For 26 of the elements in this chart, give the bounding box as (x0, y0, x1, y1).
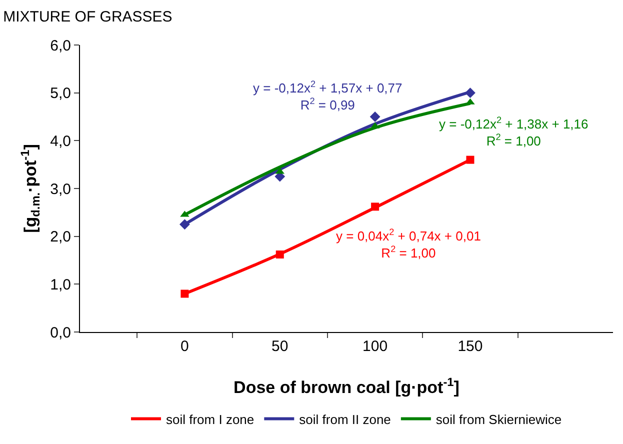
x-axis-title: Dose of brown coal [g·pot$^{-1}$] (234, 374, 460, 397)
legend-label: soil from I zone (166, 412, 254, 427)
chart-title: MIXTURE OF GRASSES (3, 8, 172, 26)
annotation: y = -0,12x$^{2}$ + 1,38x + 1,16 R$^{2}$ = 1,00 (439, 115, 588, 148)
x-tick-label: 150 (458, 338, 483, 355)
point (371, 202, 380, 211)
y-tick-label: 2,0 (50, 228, 71, 246)
legend-label: soil from II zone (299, 412, 391, 427)
y-tick-label: 5,0 (50, 85, 71, 102)
x-tick-label: 100 (362, 338, 388, 355)
point (370, 112, 380, 122)
point (180, 290, 189, 298)
x-tick-label: 50 (272, 338, 288, 355)
y-tick-label: 0,0 (50, 324, 71, 342)
y-tick-label: 4,0 (50, 132, 71, 150)
x-tick-label: 0 (180, 338, 189, 355)
legend-label: soil from Skierniewice (436, 412, 562, 427)
annotation: y = 0,04x$^{2}$ + 0,74x + 0,01 R$^{2}$ = 1,00 (336, 227, 481, 260)
point (276, 250, 284, 259)
y-tick-label: 6,0 (50, 37, 71, 54)
point (180, 219, 190, 230)
y-tick-label: 1,0 (50, 276, 71, 294)
point (465, 88, 476, 98)
point (466, 156, 474, 164)
annotation: y = -0,12x$^{2}$ + 1,57x + 0,77 R$^{2}$ = 0,99 (253, 79, 402, 112)
y-tick-label: 3,0 (50, 180, 71, 198)
